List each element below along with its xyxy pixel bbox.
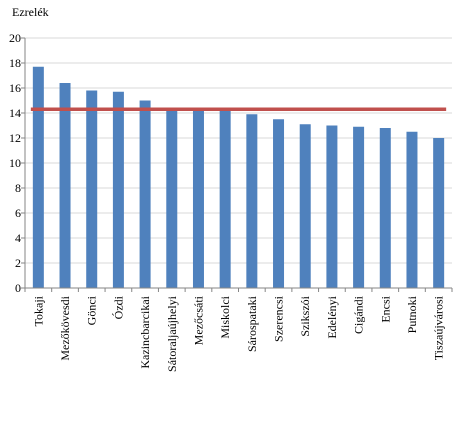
bar — [246, 114, 258, 288]
x-tick-label: Tokaji — [31, 295, 45, 326]
bar — [59, 83, 71, 288]
bar — [32, 66, 44, 288]
x-tick-label: Putnoki — [405, 295, 419, 333]
y-tick-label: 14 — [9, 106, 21, 120]
x-tick-label: Sárospataki — [245, 295, 259, 352]
bar — [379, 128, 391, 288]
x-tick-label: Mezőcsáti — [191, 295, 205, 345]
y-tick-label: 10 — [9, 156, 21, 170]
bars — [32, 66, 445, 288]
x-tick-label: Miskolci — [218, 295, 232, 338]
y-tick-label: 8 — [15, 181, 21, 195]
bar — [273, 119, 285, 288]
x-tick-label: Gönci — [85, 295, 99, 325]
bar — [166, 108, 178, 288]
y-tick-label: 0 — [15, 281, 21, 295]
x-tick-label: Szikszói — [298, 295, 312, 336]
x-tick-label: Ózdi — [111, 295, 125, 319]
y-tick-label: 12 — [9, 131, 21, 145]
y-tick-label: 18 — [9, 56, 21, 70]
bar — [86, 90, 98, 288]
bar — [299, 124, 311, 288]
bar — [139, 100, 151, 288]
bar — [112, 91, 124, 288]
x-tick-label: Sátoraljaújhelyi — [165, 295, 179, 372]
x-tick-label: Encsi — [378, 295, 392, 322]
y-tick-labels: 0 2 4 6 8 10 12 14 16 18 20 — [9, 31, 21, 295]
x-tick-label: Edelényi — [325, 295, 339, 338]
x-tick-label: Tiszaújvárosi — [432, 295, 446, 360]
axes — [21, 37, 453, 292]
bar — [326, 125, 338, 288]
x-tick-label: Mezőkövesdi — [58, 295, 72, 360]
y-tick-label: 2 — [15, 256, 21, 270]
y-tick-label: 20 — [9, 31, 21, 45]
x-tick-label: Szerencsi — [272, 295, 286, 342]
bar — [192, 109, 204, 288]
y-axis-label: Ezrelék — [12, 5, 49, 19]
x-tick-label: Cigándi — [352, 295, 366, 334]
bar — [353, 126, 365, 288]
y-tick-label: 6 — [15, 206, 21, 220]
y-tick-label: 4 — [15, 231, 21, 245]
bar — [219, 109, 231, 288]
x-tick-labels: Tokaji Mezőkövesdi Gönci Ózdi Kazincbarcikai… — [31, 295, 445, 372]
x-tick-label: Kazincbarcikai — [138, 295, 152, 368]
bar — [433, 138, 445, 288]
bar — [406, 131, 418, 288]
y-tick-label: 16 — [9, 81, 21, 95]
